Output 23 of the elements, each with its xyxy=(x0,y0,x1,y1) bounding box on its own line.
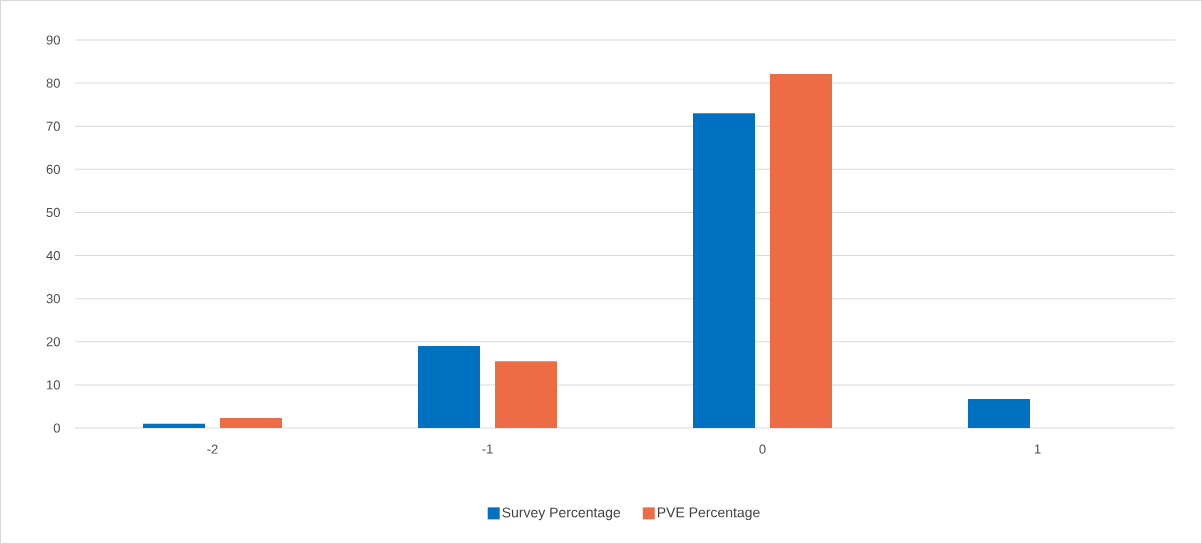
legend-label: PVE Percentage xyxy=(657,507,760,521)
bar xyxy=(692,113,755,428)
x-tick-label: -2 xyxy=(207,444,218,454)
y-tick-label: 50 xyxy=(46,207,60,218)
legend-label: Survey Percentage xyxy=(502,507,621,521)
y-tick-label: 0 xyxy=(53,423,60,433)
y-tick-label: 90 xyxy=(46,35,60,45)
bar xyxy=(769,74,832,428)
y-tick-label: 20 xyxy=(46,337,60,347)
bar xyxy=(220,418,282,428)
y-tick-label: 70 xyxy=(46,121,60,131)
x-tick-label: 0 xyxy=(759,444,766,454)
y-tick-label: 60 xyxy=(46,164,60,174)
x-tick-label: -1 xyxy=(482,444,493,454)
y-tick-label: 10 xyxy=(47,380,60,390)
y-tick-label: 30 xyxy=(46,294,60,304)
x-tick-label: 1 xyxy=(1034,444,1041,454)
y-tick-label: 80 xyxy=(46,78,60,88)
bar xyxy=(143,423,205,428)
bar xyxy=(967,399,1030,428)
bar xyxy=(418,346,480,428)
bar xyxy=(495,361,557,428)
y-tick-label: 40 xyxy=(46,250,60,261)
